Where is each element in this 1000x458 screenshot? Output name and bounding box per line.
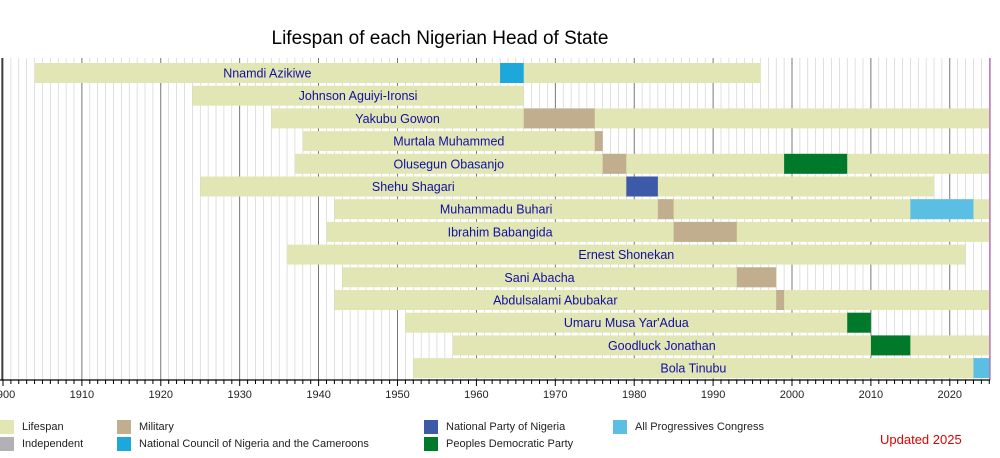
x-tick-label: 1960 [464,389,488,401]
term-bar [776,290,785,310]
lifespan-bar [34,63,761,83]
term-bar [784,153,848,174]
row-label: Umaru Musa Yar'Adua [564,316,689,330]
x-tick-label: 1980 [622,389,646,401]
term-bar [500,63,524,83]
term-bar [626,176,658,197]
row-label: Goodluck Jonathan [608,339,716,353]
x-tick-label: 1990 [701,389,725,401]
lifespan-bar [302,131,603,152]
term-bar [602,153,627,174]
term-bar [847,312,871,333]
row-label: Murtala Muhammed [393,135,504,149]
legend-item: Independent [0,437,83,451]
row-label: Bola Tinubu [660,362,726,376]
legend-swatch [117,420,131,434]
lifespan-bar [271,108,990,129]
term-bar [973,358,990,379]
legend-label: Military [139,421,174,433]
x-tick-label: 1930 [227,389,251,401]
lifespan-bar [200,176,935,197]
legend-label: Lifespan [22,421,64,433]
row-label: Olusegun Obasanjo [394,157,505,171]
legend-label: All Progressives Congress [635,421,764,433]
term-bar [657,199,674,220]
legend-label: National Council of Nigeria and the Came… [139,438,369,450]
term-bar [523,108,595,129]
lifespan-bar [405,312,871,333]
legend-swatch [0,437,14,451]
x-tick-label: 2000 [780,389,804,401]
legend-item: All Progressives Congress [613,420,764,434]
term-bar [870,335,911,356]
lifespan-bar [334,290,990,310]
x-tick-label: 1900 [0,389,15,401]
term-bar [673,221,737,242]
row-label: Johnson Aguiyi-Ironsi [299,89,418,103]
chart-title: Lifespan of each Nigerian Head of State [271,28,609,49]
legend-label: Independent [22,438,84,450]
x-tick-label: 2020 [938,389,962,401]
lifespan-bar [342,267,777,288]
legend-item: Peoples Democratic Party [424,437,573,451]
x-tick-label: 1910 [70,389,94,401]
lifespan-bar [413,358,990,379]
legend-swatch [0,420,14,434]
row-label: Sani Abacha [504,271,574,285]
term-bar [594,131,603,152]
lifespan-bar [452,335,990,356]
row-label: Shehu Shagari [372,180,455,194]
legend-swatch [424,437,438,451]
legend-item: Military [117,420,174,434]
row-label: Ibrahim Babangida [448,225,553,239]
legend-swatch [424,420,438,434]
lifespan-bar [326,221,990,242]
x-tick-label: 1940 [306,389,330,401]
legend-item: National Council of Nigeria and the Came… [117,437,369,451]
row-label: Muhammadu Buhari [440,203,553,217]
legend-label: Peoples Democratic Party [446,438,574,450]
x-tick-label: 1950 [385,389,409,401]
row-label: Yakubu Gowon [355,112,440,126]
term-bar [910,199,974,220]
updated-note: Updated 2025 [880,432,962,447]
x-tick-label: 1970 [543,389,567,401]
x-tick-label: 1920 [149,389,173,401]
lifespan-bar [287,244,966,265]
term-bar [736,267,777,288]
legend-label: National Party of Nigeria [446,421,566,433]
legend-swatch [117,437,131,451]
row-label: Ernest Shonekan [578,248,674,262]
row-label: Nnamdi Azikiwe [223,67,311,81]
row-label: Abdulsalami Abubakar [493,294,617,308]
lifespan-bar [192,85,524,106]
legend-item: Lifespan [0,420,64,434]
legend-item: National Party of Nigeria [424,420,565,434]
legend-swatch [613,420,627,434]
x-tick-label: 2010 [859,389,883,401]
